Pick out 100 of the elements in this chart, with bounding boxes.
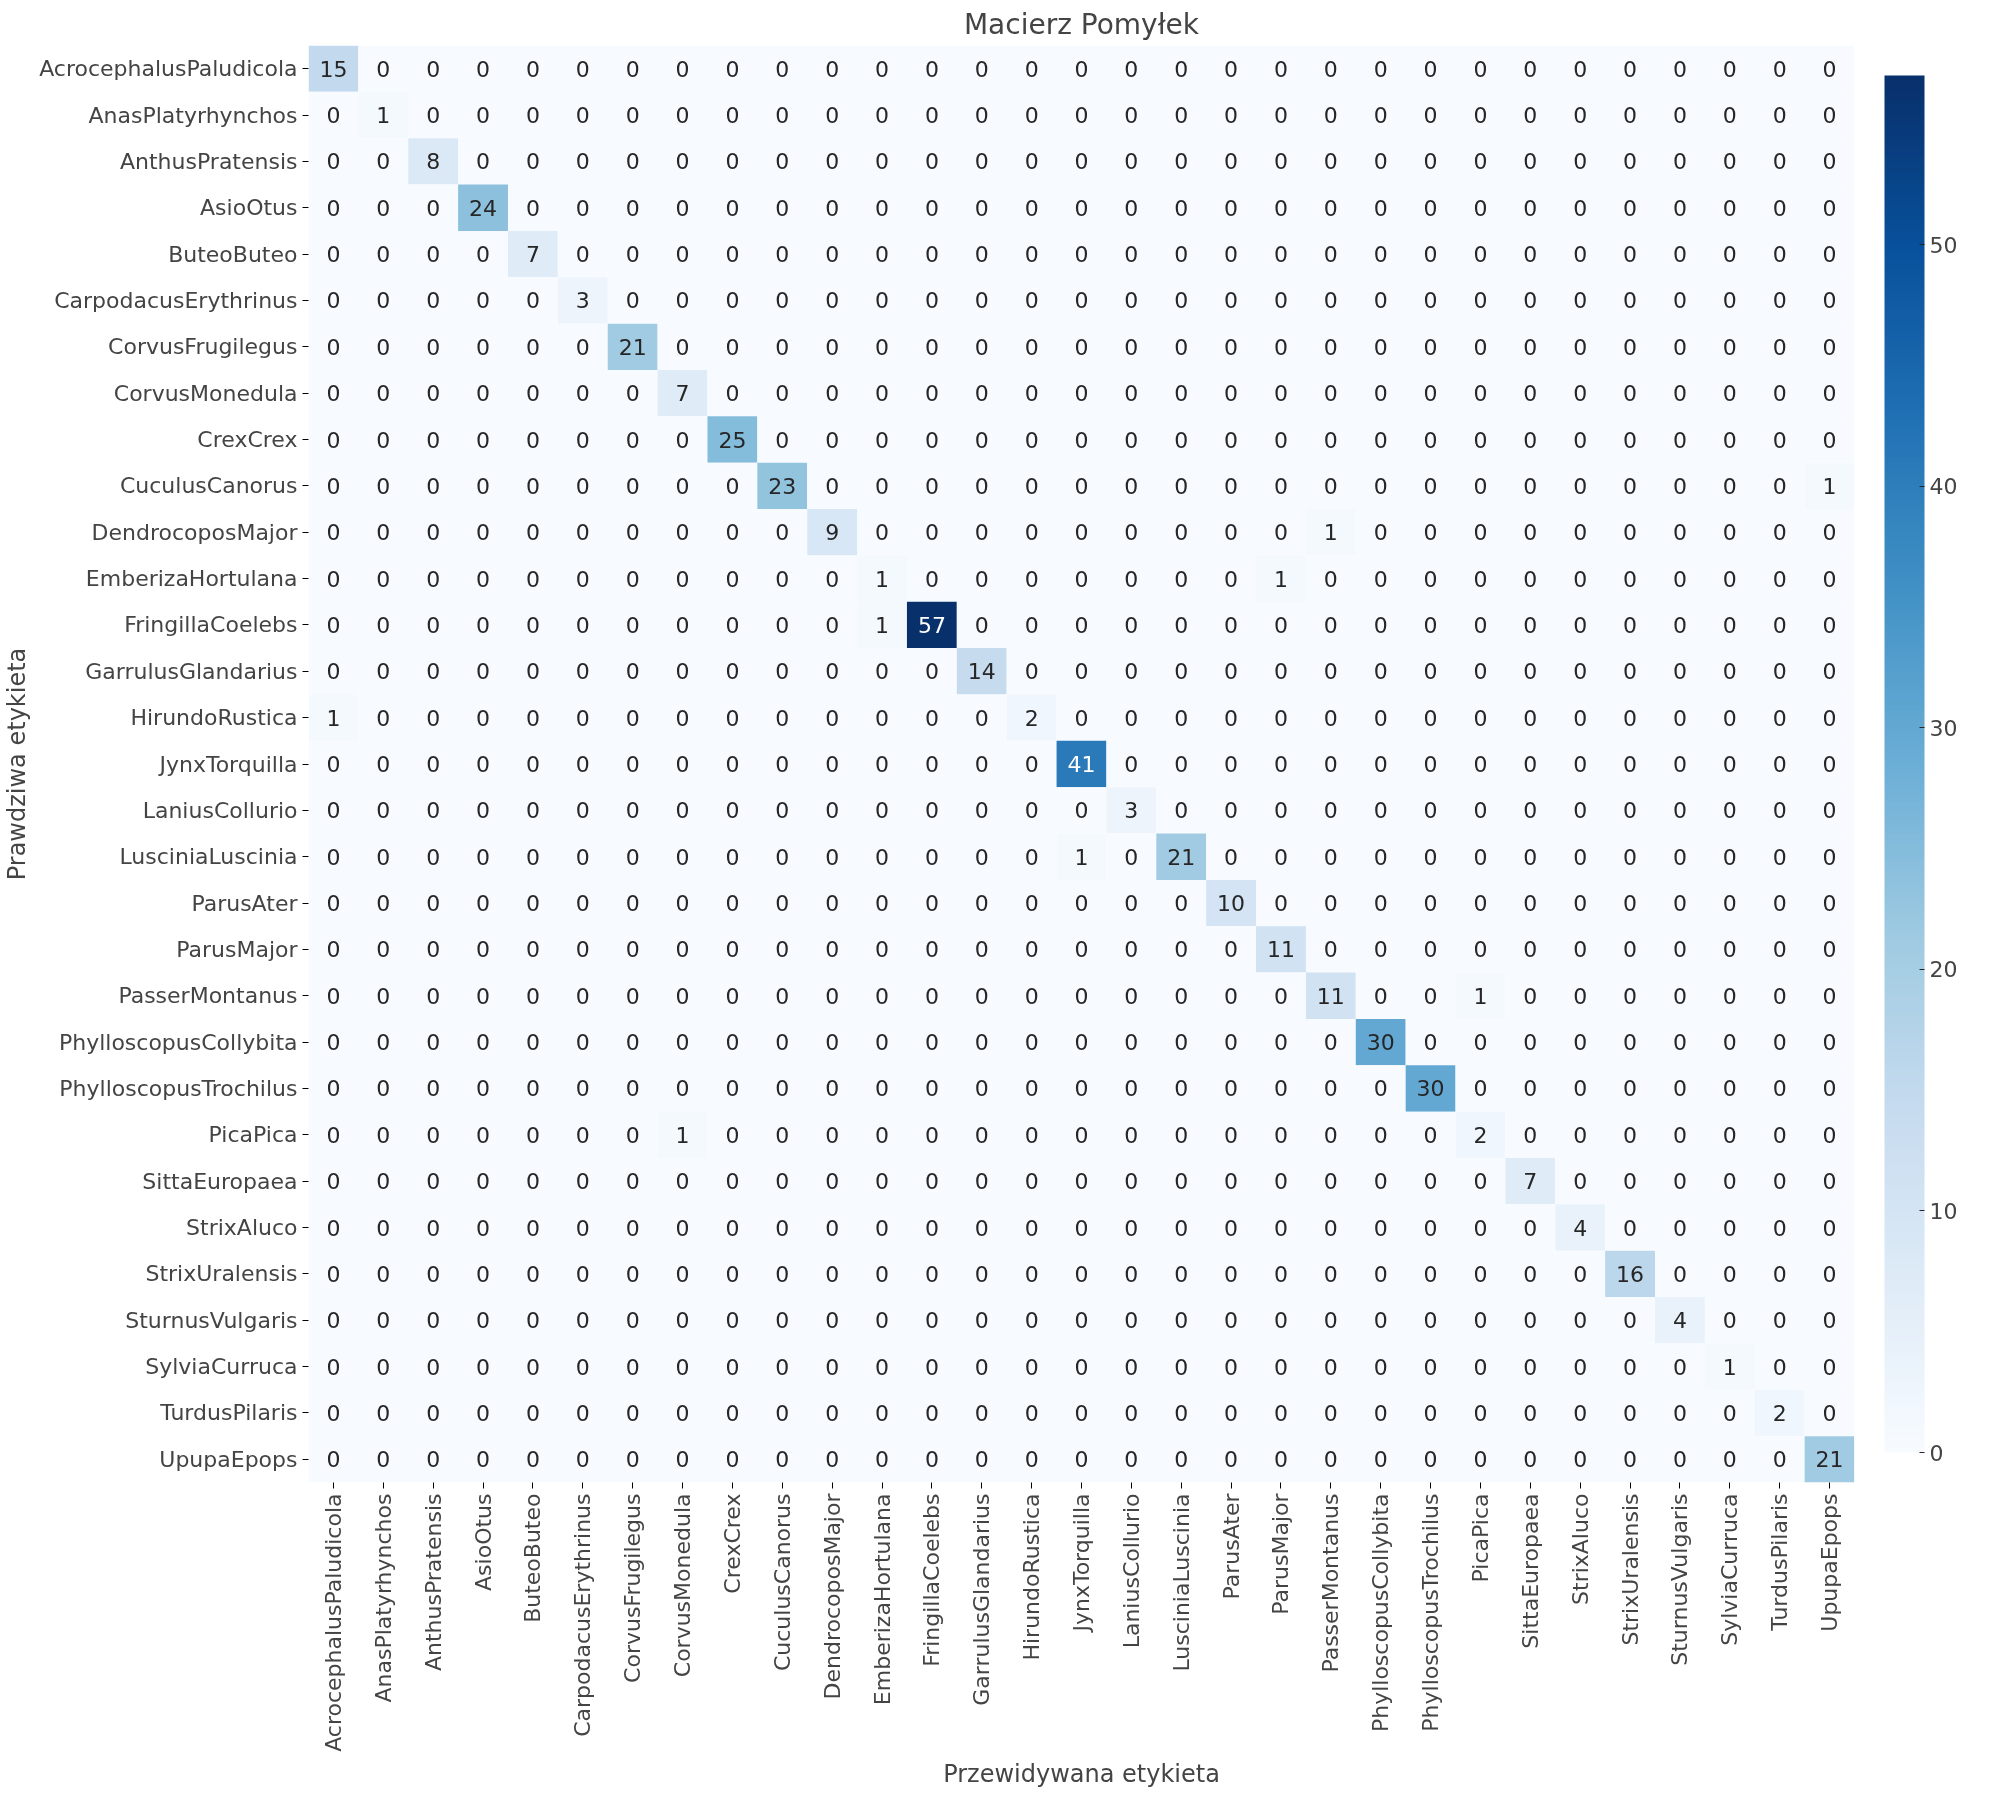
data-label: 0 bbox=[476, 1354, 491, 1380]
data-label: 0 bbox=[1772, 612, 1787, 638]
data-label: 0 bbox=[1024, 1447, 1039, 1473]
data-label: 0 bbox=[825, 334, 840, 360]
data-label: 14 bbox=[967, 659, 996, 685]
data-label: 0 bbox=[476, 1447, 491, 1473]
data-label: 0 bbox=[575, 705, 590, 731]
data-label: 0 bbox=[476, 798, 491, 824]
data-label: 0 bbox=[974, 983, 989, 1009]
data-label: 0 bbox=[1473, 195, 1488, 221]
data-label: 0 bbox=[1224, 56, 1239, 82]
data-label: 0 bbox=[376, 56, 391, 82]
data-label: 0 bbox=[1523, 752, 1538, 777]
data-label: 0 bbox=[1373, 520, 1388, 546]
data-label: 0 bbox=[1423, 242, 1438, 268]
data-label: 0 bbox=[675, 242, 690, 268]
data-label: 0 bbox=[1124, 1400, 1139, 1426]
data-label: 0 bbox=[1323, 242, 1338, 268]
data-label: 25 bbox=[718, 427, 747, 453]
data-label: 0 bbox=[825, 983, 840, 1009]
data-label: 0 bbox=[426, 56, 441, 82]
data-label: 0 bbox=[326, 473, 341, 499]
data-label: 0 bbox=[625, 1400, 640, 1426]
data-label: 1 bbox=[1074, 844, 1089, 870]
data-label: 0 bbox=[1174, 1447, 1189, 1473]
data-label: 0 bbox=[1623, 891, 1638, 917]
data-label: 0 bbox=[326, 612, 341, 638]
data-label: 0 bbox=[426, 1030, 441, 1056]
data-label: 0 bbox=[1672, 195, 1687, 221]
data-label: 0 bbox=[1423, 1308, 1438, 1334]
data-label: 0 bbox=[376, 195, 391, 221]
data-label: 0 bbox=[974, 1122, 989, 1148]
data-label: 0 bbox=[1224, 659, 1239, 685]
data-label: 0 bbox=[1373, 705, 1388, 731]
data-label: 0 bbox=[326, 288, 341, 314]
data-label: 0 bbox=[1822, 844, 1837, 870]
data-label: 0 bbox=[974, 103, 989, 129]
data-label: 0 bbox=[1024, 520, 1039, 546]
data-label: 0 bbox=[376, 334, 391, 360]
data-label: 0 bbox=[1573, 56, 1588, 82]
data-label: 0 bbox=[1772, 242, 1787, 268]
data-label: 0 bbox=[426, 983, 441, 1009]
data-label: 0 bbox=[1423, 1122, 1438, 1148]
x-tick-label: TurdusPilaris bbox=[1767, 1493, 1793, 1632]
data-label: 0 bbox=[1722, 1030, 1737, 1056]
data-label: 0 bbox=[426, 520, 441, 546]
y-tick-label: HirundoRustica bbox=[130, 705, 298, 731]
data-label: 0 bbox=[1423, 1261, 1438, 1287]
data-label: 0 bbox=[924, 983, 939, 1009]
data-label: 0 bbox=[725, 1169, 740, 1195]
data-label: 0 bbox=[1323, 473, 1338, 499]
data-label: 0 bbox=[1573, 242, 1588, 268]
data-label: 0 bbox=[476, 983, 491, 1009]
data-label: 0 bbox=[1623, 659, 1638, 685]
data-label: 57 bbox=[917, 612, 946, 638]
data-label: 0 bbox=[775, 659, 790, 685]
data-label: 0 bbox=[426, 705, 441, 731]
data-label: 0 bbox=[775, 334, 790, 360]
data-label: 0 bbox=[575, 381, 590, 407]
data-label: 0 bbox=[875, 844, 890, 870]
data-label: 0 bbox=[1523, 937, 1538, 963]
data-label: 0 bbox=[525, 983, 540, 1009]
data-label: 0 bbox=[825, 1169, 840, 1195]
data-label: 0 bbox=[1772, 1308, 1787, 1334]
data-label: 0 bbox=[1124, 937, 1139, 963]
data-label: 0 bbox=[376, 659, 391, 685]
data-label: 0 bbox=[426, 1354, 441, 1380]
data-label: 0 bbox=[1074, 566, 1089, 592]
data-label: 0 bbox=[1323, 1308, 1338, 1334]
y-tick-label: CuculusCanorus bbox=[119, 473, 298, 499]
data-label: 0 bbox=[1573, 1447, 1588, 1473]
data-label: 0 bbox=[1224, 752, 1239, 777]
data-label: 0 bbox=[525, 1030, 540, 1056]
data-label: 0 bbox=[974, 1215, 989, 1241]
data-label: 0 bbox=[1373, 56, 1388, 82]
color-bar-label: 0 bbox=[1929, 1440, 1944, 1466]
data-label: 0 bbox=[376, 798, 391, 824]
data-label: 0 bbox=[1174, 149, 1189, 175]
data-label: 0 bbox=[675, 659, 690, 685]
data-label: 0 bbox=[974, 566, 989, 592]
data-label: 0 bbox=[1822, 1354, 1837, 1380]
data-label: 0 bbox=[875, 937, 890, 963]
data-label: 0 bbox=[775, 1169, 790, 1195]
data-label: 0 bbox=[775, 242, 790, 268]
data-label: 0 bbox=[1074, 149, 1089, 175]
data-label: 0 bbox=[1772, 752, 1787, 777]
x-tick-label: ButeoButeo bbox=[520, 1493, 546, 1623]
data-label: 0 bbox=[1672, 983, 1687, 1009]
data-label: 0 bbox=[825, 891, 840, 917]
data-label: 0 bbox=[1722, 381, 1737, 407]
data-label: 0 bbox=[376, 1030, 391, 1056]
data-label: 0 bbox=[625, 891, 640, 917]
y-tick-label: StrixUralensis bbox=[145, 1261, 298, 1287]
data-label: 0 bbox=[1722, 1169, 1737, 1195]
data-label: 0 bbox=[1273, 1030, 1288, 1056]
data-label: 0 bbox=[725, 1261, 740, 1287]
data-label: 0 bbox=[1174, 473, 1189, 499]
data-label: 0 bbox=[924, 1169, 939, 1195]
data-label: 0 bbox=[476, 566, 491, 592]
data-label: 0 bbox=[1124, 1261, 1139, 1287]
